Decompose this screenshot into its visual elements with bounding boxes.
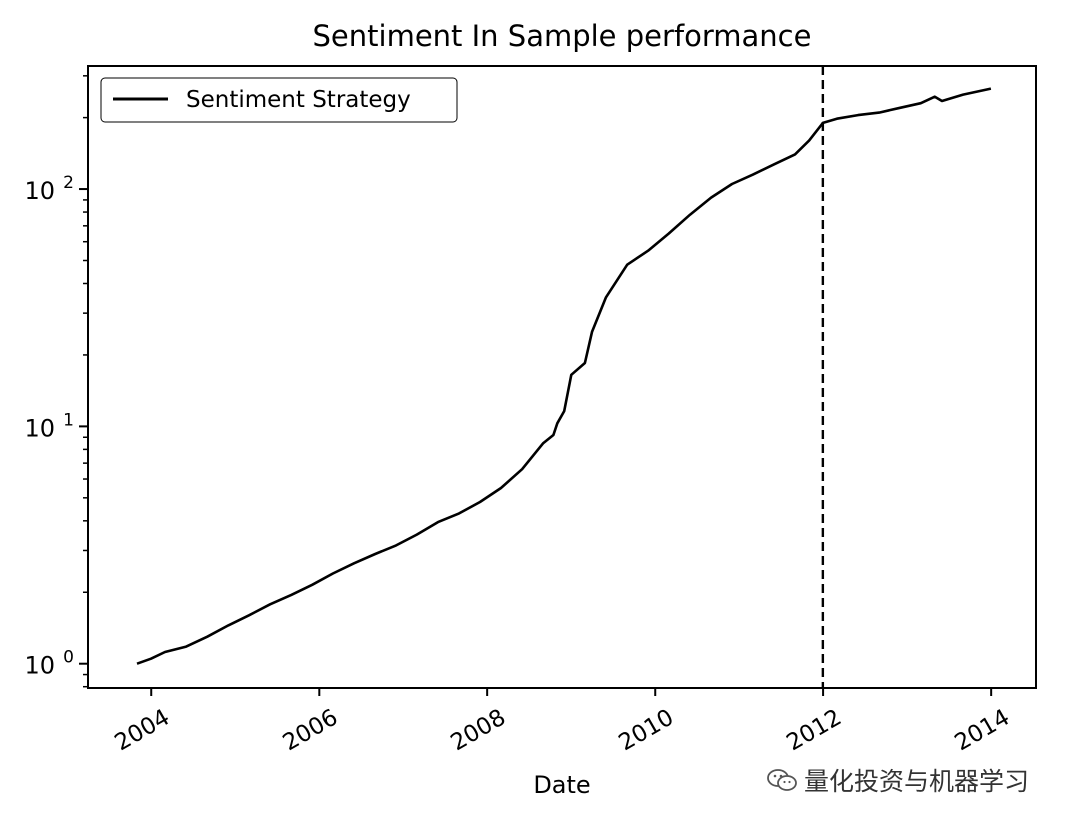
x-tick-label: 2006	[279, 705, 343, 757]
y-tick-exponent: 0	[63, 648, 74, 668]
chart-title: Sentiment In Sample performance	[313, 19, 812, 53]
y-tick-exponent: 2	[63, 173, 74, 193]
x-axis-label: Date	[533, 771, 590, 799]
x-axis: 2004 2006 2008 2010 2012 2014	[111, 688, 1014, 757]
x-tick-label: 2008	[446, 705, 510, 757]
y-tick-label: 10	[24, 414, 55, 442]
y-axis: 10 0 10 1 10 2	[24, 75, 88, 688]
legend: Sentiment Strategy	[100, 77, 458, 123]
series-line	[136, 87, 992, 665]
plot-frame	[87, 65, 1037, 689]
x-tick-label: 2014	[950, 705, 1014, 757]
x-tick-label: 2004	[111, 705, 175, 757]
wechat-icon	[767, 769, 797, 791]
y-tick-label: 10	[24, 177, 55, 205]
y-tick-label: 10	[24, 652, 55, 680]
legend-label: Sentiment Strategy	[186, 87, 411, 113]
y-tick-exponent: 1	[63, 410, 74, 430]
x-tick-label: 2012	[782, 705, 846, 757]
legend-box	[100, 77, 458, 123]
x-tick-label: 2010	[615, 705, 679, 757]
watermark: 量化投资与机器学习	[766, 760, 1029, 800]
watermark-text: 量化投资与机器学习	[804, 767, 1030, 796]
